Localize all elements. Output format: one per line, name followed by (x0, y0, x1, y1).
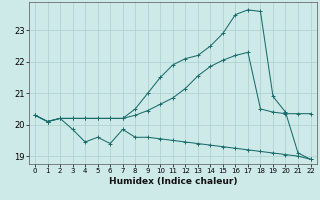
X-axis label: Humidex (Indice chaleur): Humidex (Indice chaleur) (108, 177, 237, 186)
